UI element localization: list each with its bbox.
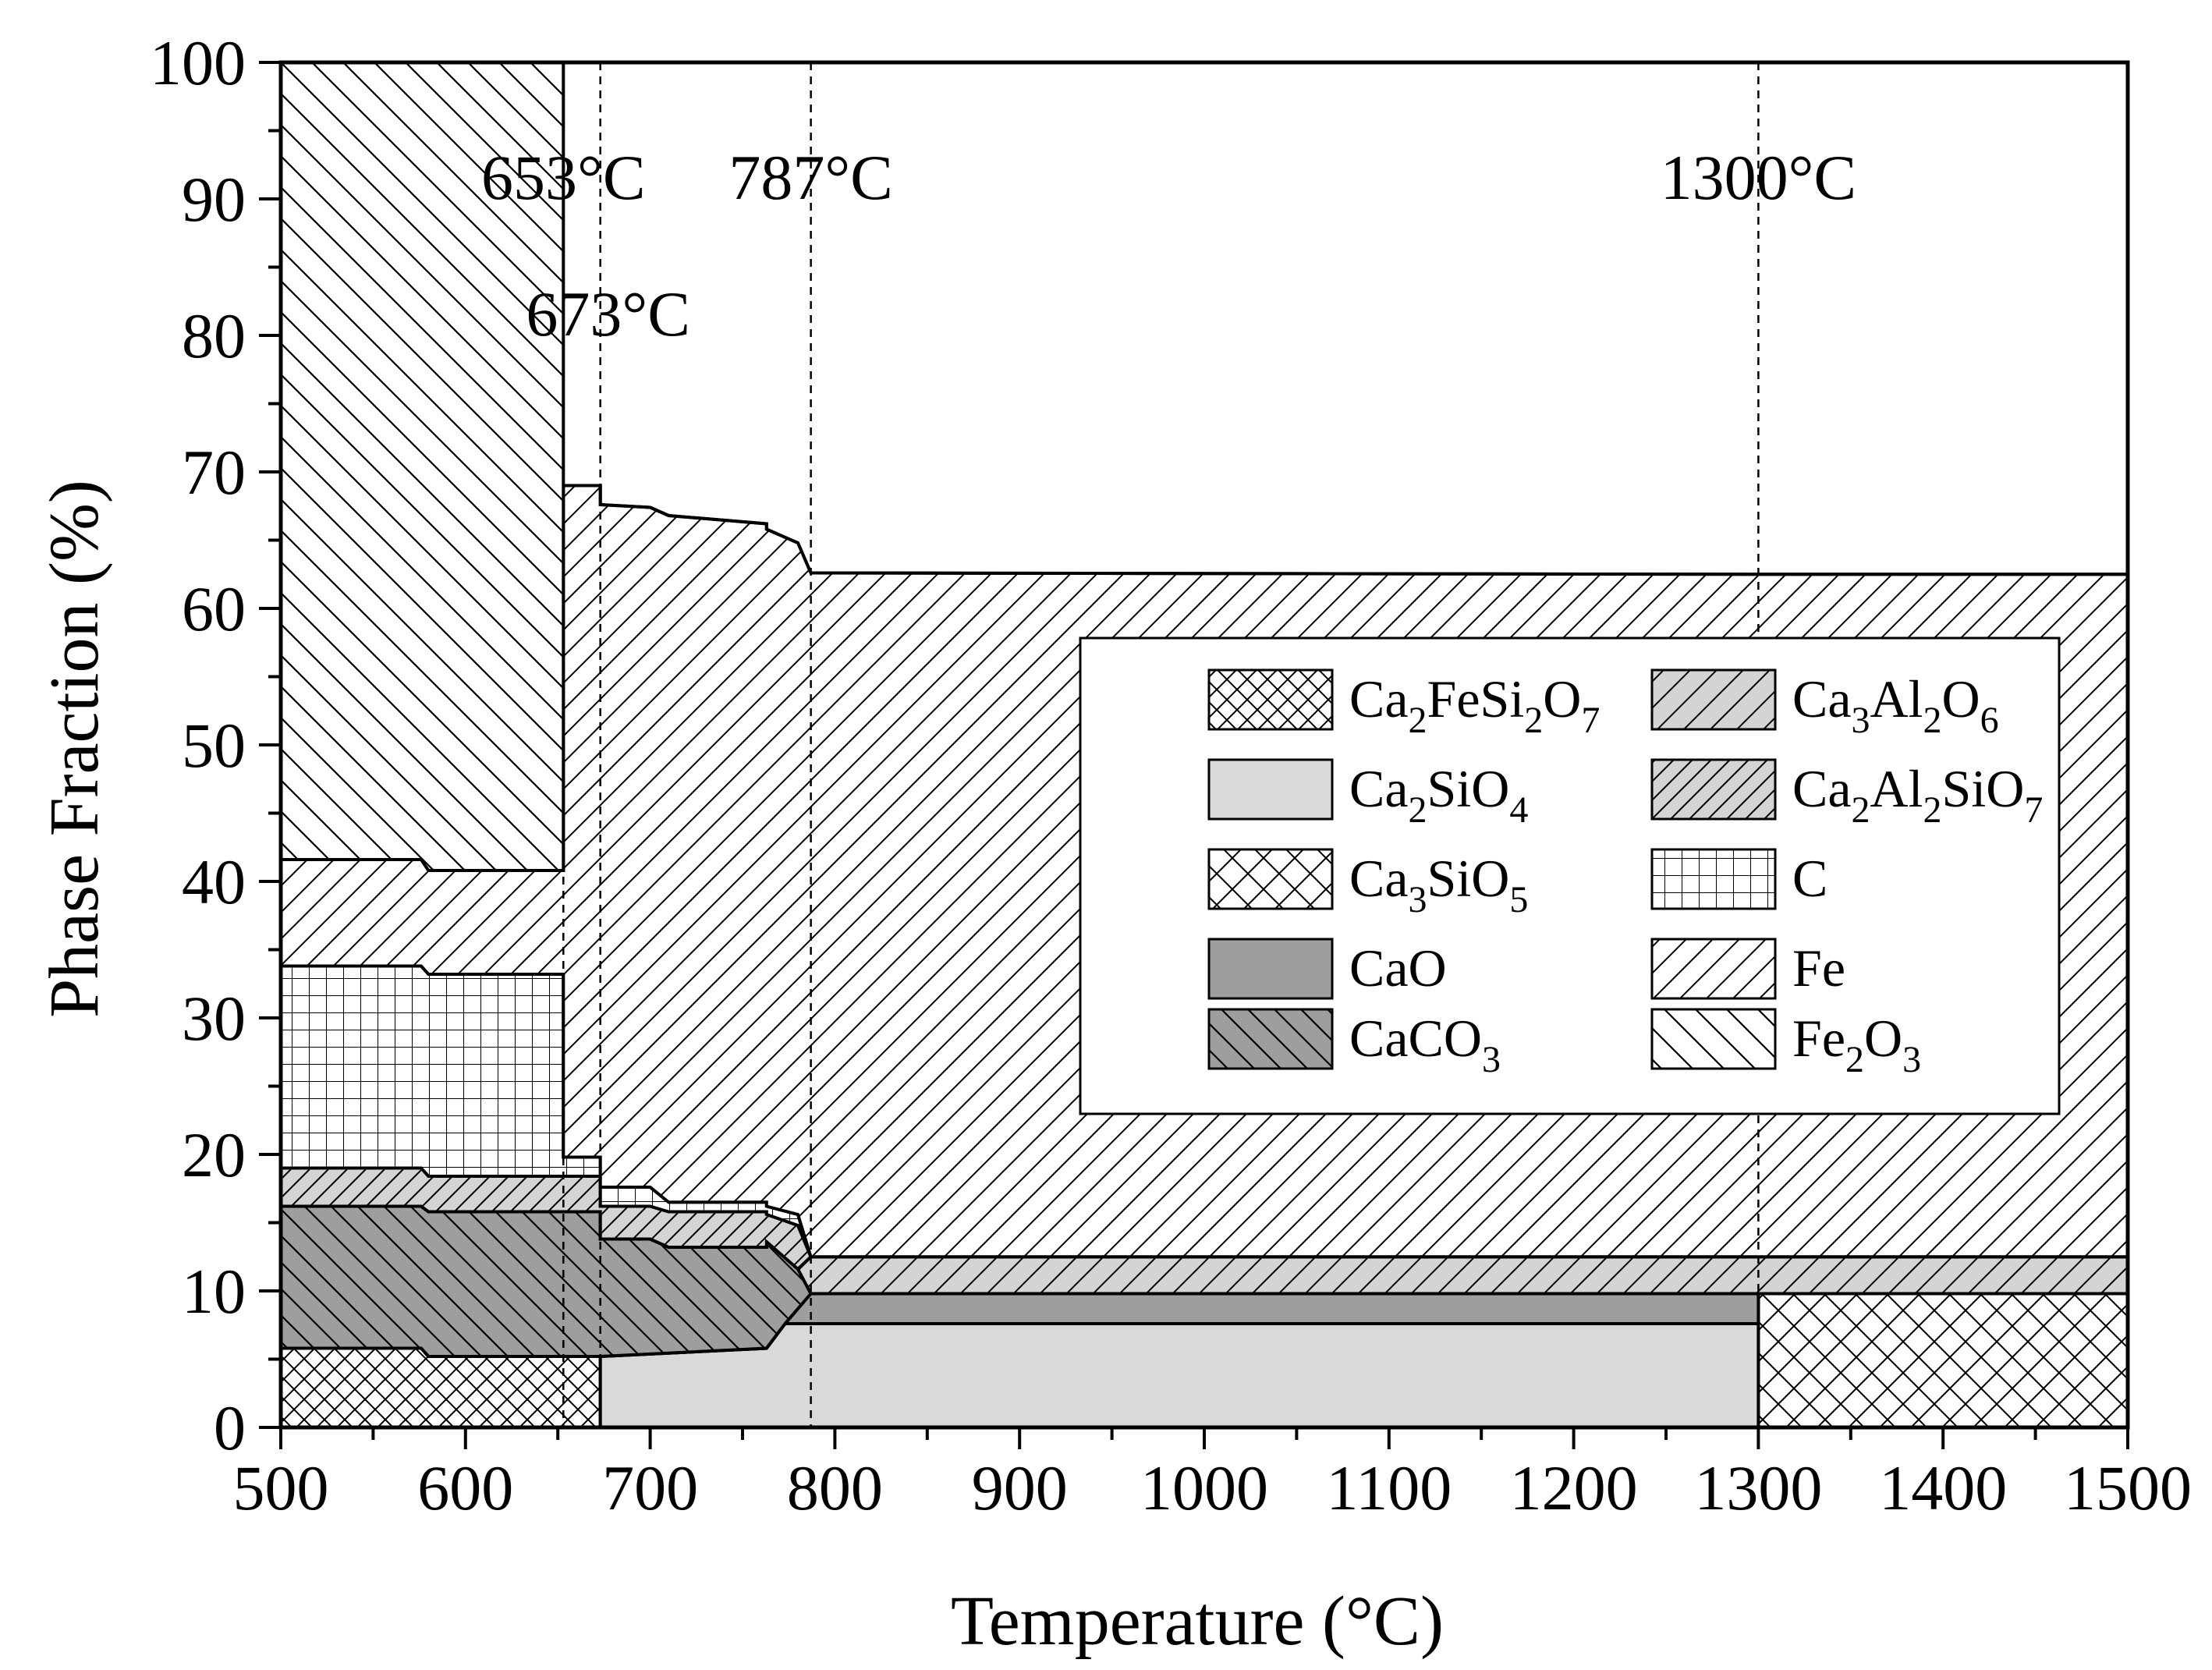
- legend-swatch: [1207, 848, 1334, 910]
- legend-item-ca2al2sio7: Ca2Al2SiO7: [1650, 758, 2043, 831]
- y-tick-label: 40: [182, 846, 246, 917]
- legend-label: Ca2SiO4: [1349, 759, 1528, 831]
- x-tick-label: 800: [787, 1452, 883, 1523]
- x-tick-label: 500: [233, 1452, 329, 1523]
- legend-label: Ca3Al2O6: [1792, 669, 1999, 741]
- x-tick-label: 1000: [1140, 1452, 1268, 1523]
- legend-item-ca3sio5: Ca3SiO5: [1207, 848, 1528, 920]
- y-tick-label: 0: [214, 1392, 246, 1463]
- x-tick-label: 1200: [1510, 1452, 1638, 1523]
- annotation-787: 787°C: [728, 142, 893, 213]
- y-tick-label: 90: [182, 164, 246, 235]
- legend-item-ca2sio4: Ca2SiO4: [1207, 758, 1528, 831]
- x-tick-label: 1300: [1694, 1452, 1822, 1523]
- legend-label: C: [1792, 849, 1827, 908]
- legend-item-ca2fesi2o7: Ca2FeSi2O7: [1207, 668, 1600, 741]
- legend-swatch: [1207, 668, 1334, 731]
- y-tick-label: 50: [182, 710, 246, 781]
- y-tick-label: 60: [182, 573, 246, 644]
- legend-swatch: [1650, 848, 1777, 910]
- annotation-1300: 1300°C: [1661, 142, 1857, 213]
- x-tick-label: 1500: [2064, 1452, 2192, 1523]
- legend-label: Fe2O3: [1792, 1009, 1921, 1080]
- legend-label: CaO: [1349, 938, 1447, 998]
- y-tick-label: 20: [182, 1119, 246, 1190]
- legend-swatch: [1207, 758, 1334, 821]
- temperature-markers: [562, 62, 1760, 1427]
- y-tick-label: 10: [182, 1256, 246, 1327]
- legend-swatch: [1207, 938, 1334, 1000]
- legend-item-c: C: [1650, 848, 1827, 910]
- x-tick-label: 600: [417, 1452, 513, 1523]
- legend-swatch: [1650, 1008, 1777, 1070]
- legend-label: Ca2Al2SiO7: [1792, 759, 2043, 831]
- legend-swatch: [1650, 668, 1777, 731]
- x-tick-label: 1100: [1326, 1452, 1452, 1523]
- legend-swatch: [1207, 1008, 1334, 1070]
- legend-swatch: [1650, 758, 1777, 821]
- annotation-673: 673°C: [526, 278, 690, 349]
- y-tick-label: 70: [182, 437, 246, 508]
- annotation-653: 653°C: [481, 142, 646, 213]
- legend-item-ca3al2o6: Ca3Al2O6: [1650, 668, 1999, 741]
- legend-item-fe: Fe: [1650, 938, 1845, 1000]
- legend-label: CaCO3: [1349, 1009, 1501, 1080]
- y-tick-label: 30: [182, 983, 246, 1054]
- x-axis-label: Temperature (°C): [951, 1583, 1444, 1660]
- y-tick-label: 80: [182, 300, 246, 371]
- area-fe2o3: [279, 61, 2128, 872]
- legend-swatch: [1650, 938, 1777, 1000]
- x-tick-label: 900: [972, 1452, 1068, 1523]
- y-axis-label: Phase Fraction (%): [36, 480, 113, 1018]
- x-tick-label: 1400: [1879, 1452, 2007, 1523]
- legend-item-cao: CaO: [1207, 938, 1447, 1000]
- legend-item-fe2o3: Fe2O3: [1650, 1008, 1921, 1080]
- legend-label: Ca3SiO5: [1349, 849, 1528, 920]
- temperature-annotations: 653°C 673°C 787°C 1300°C: [481, 142, 1856, 349]
- legend-item-caco3: CaCO3: [1207, 1008, 1501, 1080]
- legend: Ca2FeSi2O7 Ca3Al2O6 Ca2SiO4 Ca2Al2SiO7 Ca3Si…: [1079, 636, 2061, 1115]
- legend-label: Ca2FeSi2O7: [1349, 669, 1600, 741]
- legend-label: Fe: [1792, 938, 1845, 998]
- axis-ticks: 500 600 700 800 900 1000 1100 1200 1300 1400 1500 0…: [150, 27, 2192, 1523]
- x-tick-label: 700: [602, 1452, 698, 1523]
- y-tick-label: 100: [150, 27, 246, 98]
